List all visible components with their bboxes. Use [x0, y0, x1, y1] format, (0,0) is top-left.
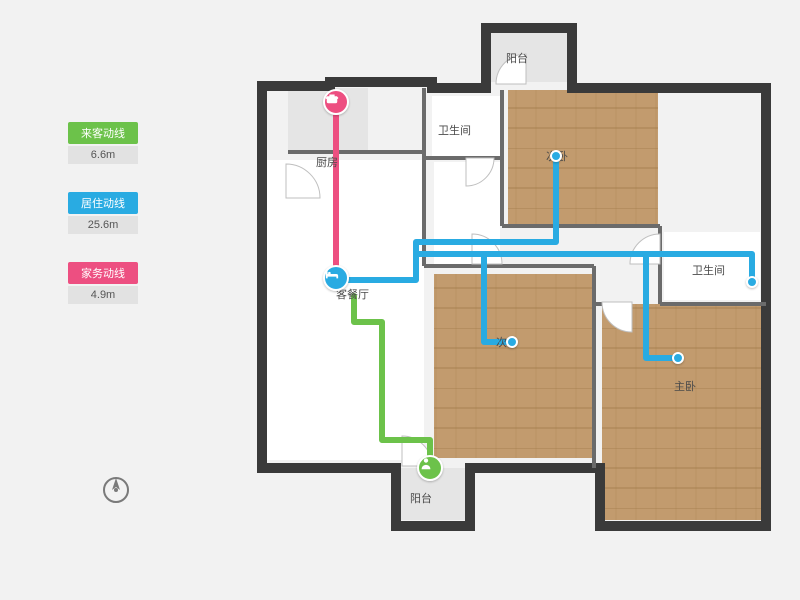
- legend-label: 来客动线: [68, 122, 138, 144]
- path-endpoint: [672, 352, 684, 364]
- legend-label: 家务动线: [68, 262, 138, 284]
- legend-value: 6.6m: [68, 146, 138, 164]
- floor-plan: 厨房卫生间阳台次卧卫生间次卧主卧客餐厅阳台: [226, 28, 766, 554]
- legend-item-living: 居住动线 25.6m: [68, 192, 138, 234]
- legend-label: 居住动线: [68, 192, 138, 214]
- floor-plan-svg: [226, 28, 766, 554]
- legend-value: 25.6m: [68, 216, 138, 234]
- legend-item-chore: 家务动线 4.9m: [68, 262, 138, 304]
- legend-value: 4.9m: [68, 286, 138, 304]
- compass-icon: [100, 474, 132, 506]
- legend-item-guest: 来客动线 6.6m: [68, 122, 138, 164]
- path-marker-bed-icon: [323, 265, 349, 291]
- path-endpoint: [550, 150, 562, 162]
- path-marker-person-icon: [417, 455, 443, 481]
- path-endpoint: [506, 336, 518, 348]
- legend: 来客动线 6.6m 居住动线 25.6m 家务动线 4.9m: [68, 122, 138, 332]
- path-marker-pot-icon: [323, 89, 349, 115]
- path-endpoint: [746, 276, 758, 288]
